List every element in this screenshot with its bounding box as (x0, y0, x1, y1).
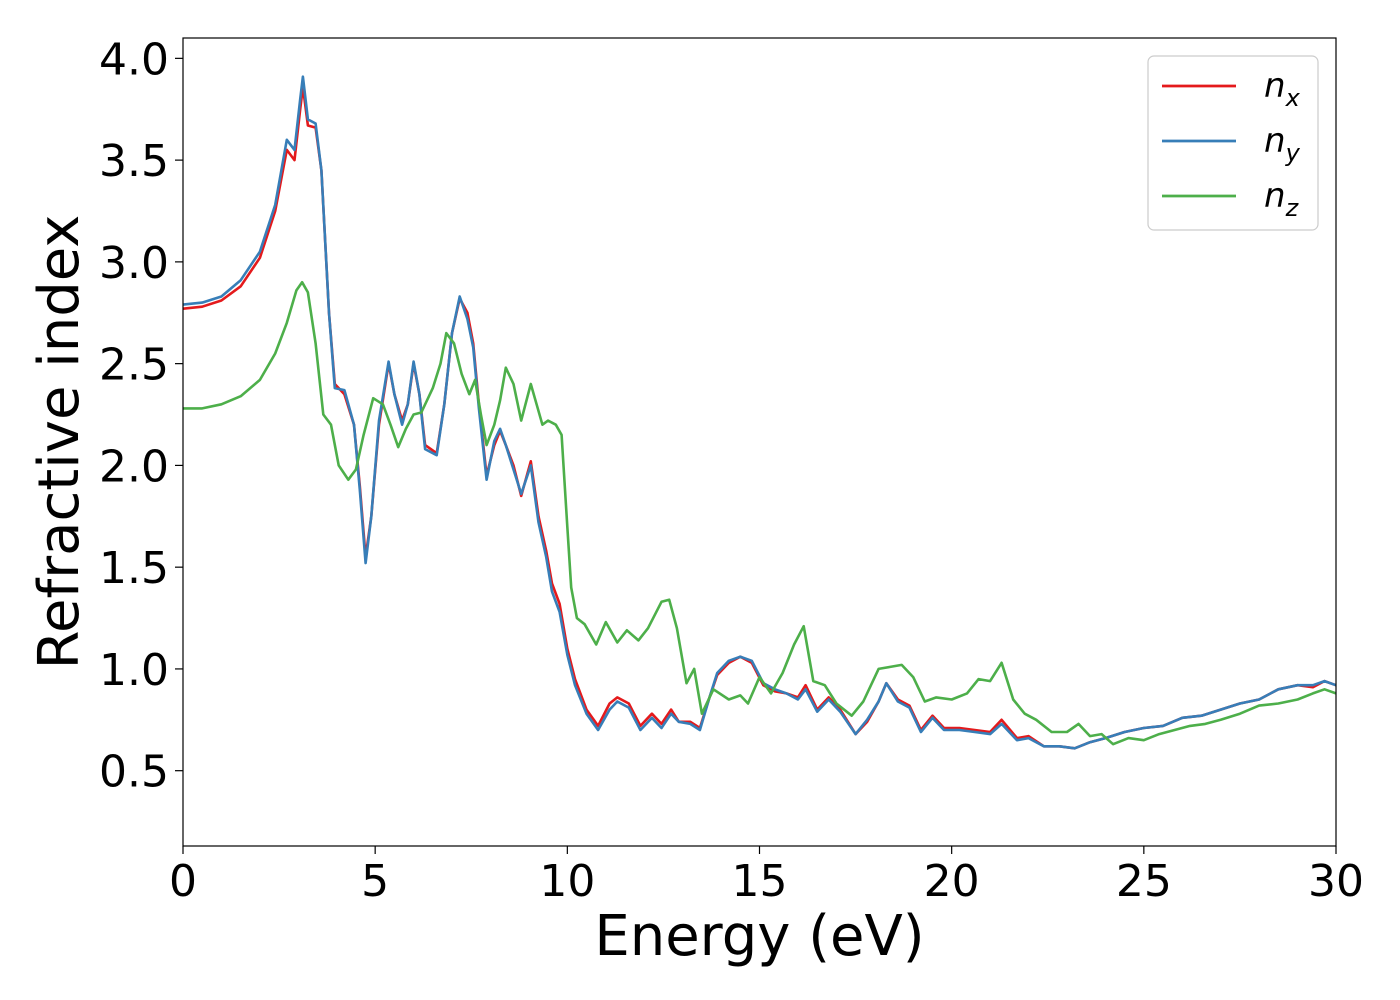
legend: nx ny nz (1147, 55, 1319, 231)
legend-label-ny: ny (1264, 121, 1301, 167)
x-tick-label: 10 (539, 856, 595, 907)
x-axis-label: Energy (eV) (594, 904, 924, 969)
y-tick-label: 4.0 (99, 34, 169, 85)
y-tick-label: 3.5 (99, 136, 169, 187)
legend-label-nz: nz (1264, 176, 1300, 222)
series-layer (183, 75, 1336, 750)
y-tick-label: 3.0 (99, 238, 169, 289)
x-tick-label: 15 (732, 856, 788, 907)
y-tick-label: 2.5 (99, 340, 169, 391)
y-tick-label: 2.0 (99, 441, 169, 492)
ticks-layer: 0 5 10 15 20 25 30 0.5 1.0 1.5 2.0 2.5 3.0 3.5 4.0 (99, 34, 1364, 907)
x-tick-label: 5 (361, 856, 389, 907)
legend-box (1147, 55, 1319, 231)
x-tick-label: 25 (1116, 856, 1172, 907)
y-tick-label: 0.5 (99, 747, 169, 798)
x-tick-label: 20 (924, 856, 980, 907)
series-line-nz (183, 280, 1336, 746)
legend-label-nx: nx (1264, 66, 1301, 112)
y-tick-label: 1.5 (99, 543, 169, 594)
y-axis-label: Refractive index (27, 215, 92, 670)
series-line-ny (183, 75, 1336, 750)
x-tick-label: 0 (169, 856, 197, 907)
y-tick-label: 1.0 (99, 645, 169, 696)
x-tick-label: 30 (1308, 856, 1364, 907)
